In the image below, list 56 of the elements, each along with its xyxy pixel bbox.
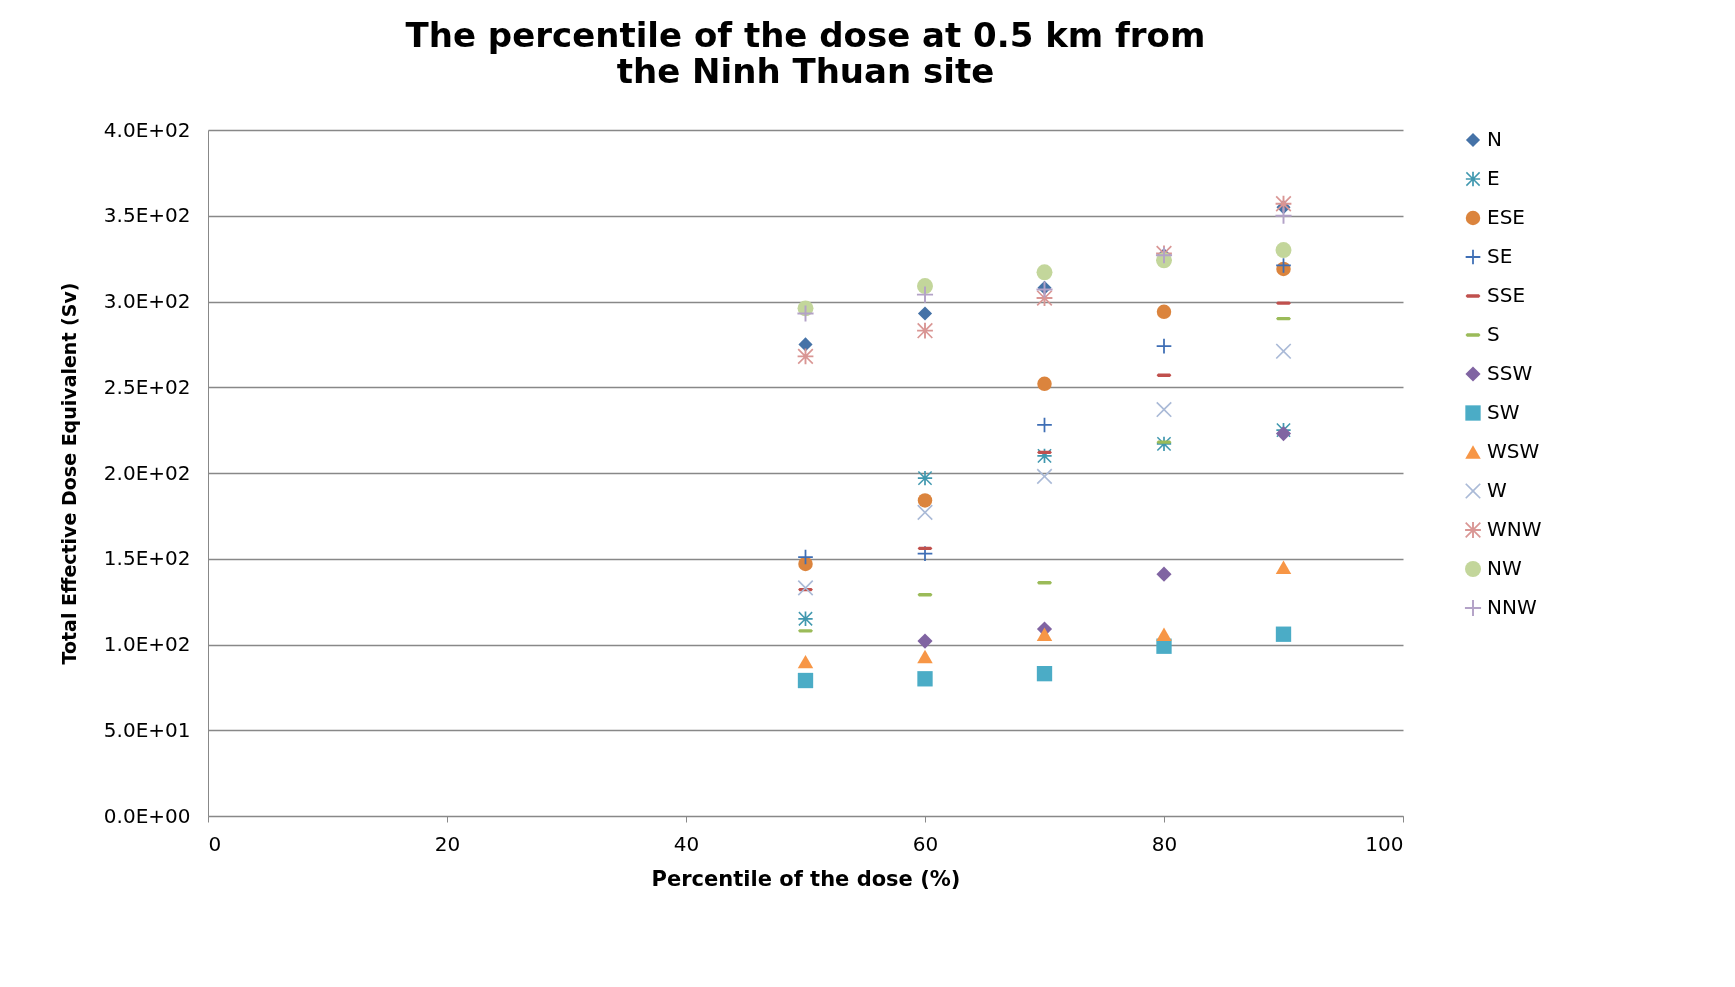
legend-label: WSW bbox=[1487, 439, 1540, 463]
legend-label: N bbox=[1487, 127, 1502, 151]
point bbox=[917, 278, 933, 295]
point bbox=[797, 672, 814, 689]
point bbox=[1156, 304, 1172, 320]
legend-label: WNW bbox=[1487, 517, 1542, 541]
point bbox=[1156, 627, 1172, 641]
point bbox=[1156, 566, 1172, 582]
legend-label: SW bbox=[1487, 400, 1520, 424]
y-tick-label: 1.5E+02 bbox=[103, 546, 191, 571]
point bbox=[917, 306, 933, 321]
point bbox=[1036, 264, 1053, 281]
legend-label: NNW bbox=[1487, 595, 1537, 619]
x-tick-label: 80 bbox=[1151, 831, 1178, 856]
y-tick-label: 0.0E+00 bbox=[103, 803, 191, 828]
legend-label: ESE bbox=[1487, 205, 1525, 229]
point bbox=[1275, 626, 1292, 642]
y-tick-label: 3.0E+02 bbox=[103, 289, 191, 313]
chart-title: The percentile of the dose at 0.5 km from the Ninh Thuan site bbox=[405, 15, 1206, 91]
legend-label: NW bbox=[1487, 556, 1522, 580]
x-tick-label: 0 bbox=[208, 831, 222, 856]
point bbox=[1156, 338, 1172, 354]
point bbox=[1275, 425, 1292, 442]
x-tick-label: 40 bbox=[673, 831, 700, 856]
point bbox=[916, 286, 934, 303]
point bbox=[917, 649, 933, 664]
legend-label: W bbox=[1487, 478, 1507, 502]
point bbox=[917, 671, 933, 687]
x-tick-label: 60 bbox=[912, 831, 939, 856]
point bbox=[797, 348, 814, 365]
point bbox=[917, 470, 933, 486]
point bbox=[797, 654, 814, 669]
legend-label: S bbox=[1487, 322, 1500, 346]
x-axis-title: Percentile of the dose (%) bbox=[651, 866, 961, 891]
point bbox=[1037, 376, 1052, 392]
point bbox=[1036, 665, 1053, 682]
point bbox=[1275, 242, 1292, 259]
y-tick-label: 5.0E+01 bbox=[103, 717, 191, 742]
point bbox=[917, 493, 933, 508]
point bbox=[1275, 560, 1292, 575]
point bbox=[798, 337, 813, 352]
y-tick-label: 1.0E+02 bbox=[103, 632, 191, 656]
x-tick-label: 100 bbox=[1365, 831, 1404, 856]
y-tick-label: 3.5E+02 bbox=[103, 203, 191, 228]
point bbox=[1036, 468, 1053, 485]
legend-label: SSW bbox=[1487, 361, 1533, 385]
legend-label: SSE bbox=[1487, 283, 1526, 307]
x-tick-label: 20 bbox=[434, 831, 461, 856]
y-tick-label: 4.0E+02 bbox=[103, 117, 191, 142]
y-tick-label: 2.5E+02 bbox=[103, 374, 191, 399]
point bbox=[1036, 627, 1053, 641]
point bbox=[917, 633, 933, 649]
legend-label: E bbox=[1487, 166, 1500, 190]
y-tick-label: 2.0E+02 bbox=[103, 460, 191, 485]
legend-label: SE bbox=[1487, 244, 1513, 268]
y-axis-title: Total Effective Dose Equivalent (Sv) bbox=[57, 282, 80, 665]
